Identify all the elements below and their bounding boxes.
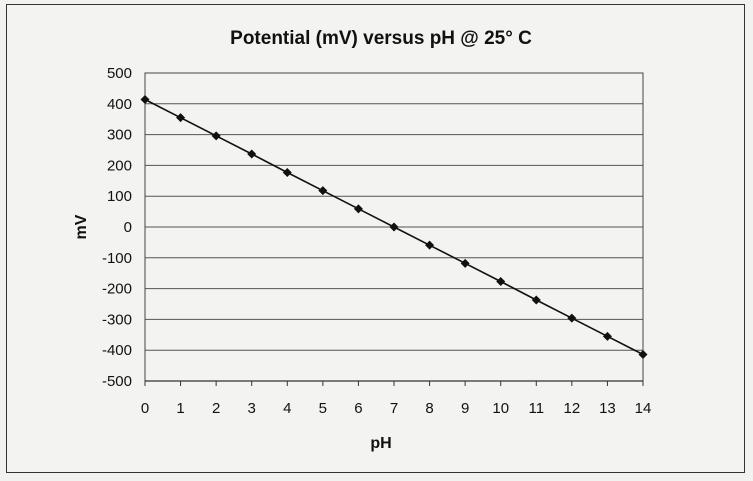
- x-axis-label: pH: [370, 435, 391, 452]
- data-point-marker: [140, 94, 150, 104]
- data-point-marker: [282, 167, 292, 177]
- chart-frame: Potential (mV) versus pH @ 25° C 500 400 3…: [6, 4, 745, 473]
- data-point-marker: [638, 350, 648, 360]
- y-axis-label: mV: [73, 214, 90, 239]
- x-tick-label: 5: [319, 400, 327, 417]
- data-point-marker: [389, 222, 399, 232]
- x-tick-label: 13: [599, 400, 616, 417]
- y-tick-label: -400: [102, 342, 132, 359]
- data-point-marker: [353, 204, 363, 214]
- data-point-marker: [496, 277, 506, 287]
- x-tick-label: 4: [283, 400, 291, 417]
- x-tick-label: 1: [176, 400, 184, 417]
- y-tick-label: 300: [107, 127, 132, 144]
- x-tick-label: 2: [212, 400, 220, 417]
- x-axis-tick-labels: 0 1 2 3 4 5 6 7 8 9 10 11 12 13 14: [141, 400, 652, 417]
- x-tick-label: 9: [461, 400, 469, 417]
- data-point-marker: [567, 313, 577, 323]
- y-tick-label: 100: [107, 188, 132, 205]
- x-tick-label: 6: [354, 400, 362, 417]
- x-axis: [144, 380, 644, 386]
- data-point-marker: [318, 186, 328, 196]
- y-tick-label: 400: [107, 96, 132, 113]
- y-tick-label: -200: [102, 281, 132, 298]
- y-tick-label: -100: [102, 250, 132, 267]
- chart-title: Potential (mV) versus pH @ 25° C: [230, 28, 532, 49]
- data-point-marker: [176, 113, 186, 123]
- x-tick-label: 0: [141, 400, 149, 417]
- y-tick-label: 500: [107, 65, 132, 82]
- x-tick-label: 11: [528, 400, 544, 417]
- x-tick-label: 14: [635, 400, 652, 417]
- x-tick-label: 7: [390, 400, 398, 417]
- data-point-marker: [602, 331, 612, 341]
- line-chart: Potential (mV) versus pH @ 25° C 5004003…: [73, 28, 652, 452]
- y-tick-label: 0: [124, 219, 132, 236]
- x-tick-label: 3: [248, 400, 256, 417]
- data-point-marker: [460, 258, 470, 268]
- x-tick-label: 12: [564, 400, 581, 417]
- y-tick-label: 200: [107, 157, 132, 174]
- data-point-marker: [211, 131, 221, 141]
- x-tick-label: 8: [425, 400, 433, 417]
- y-tick-label: -500: [102, 373, 132, 390]
- data-point-marker: [425, 240, 435, 250]
- data-point-marker: [247, 149, 257, 159]
- series-potential: [140, 94, 648, 360]
- data-point-marker: [531, 295, 541, 305]
- x-tick-label: 10: [492, 400, 509, 417]
- y-axis-tick-labels: 500 400 300 200 100 0 -100 -200 -300 -400 -500: [102, 65, 132, 390]
- y-tick-label: -300: [102, 311, 132, 328]
